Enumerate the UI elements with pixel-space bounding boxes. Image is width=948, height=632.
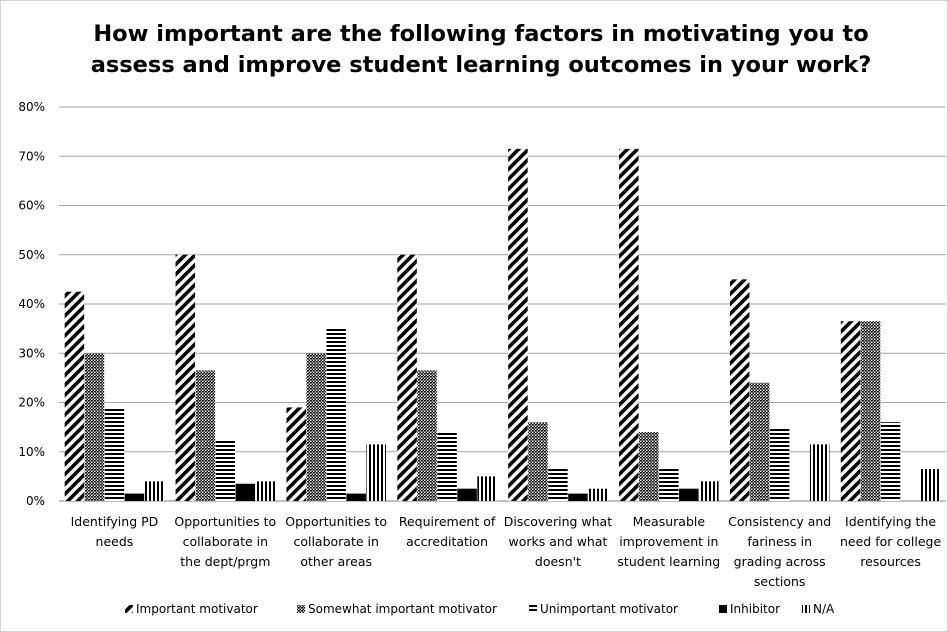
x-category-label: Measurable improvement in student learning: [617, 514, 720, 569]
legend-swatch: [297, 605, 305, 613]
legend-swatch: [125, 605, 133, 613]
bar: [568, 493, 588, 501]
bar: [175, 254, 196, 501]
bar: [769, 427, 790, 501]
bar: [346, 493, 366, 501]
bar: [326, 328, 346, 501]
bar: [477, 476, 497, 501]
y-tick-label: 40%: [18, 297, 45, 311]
x-category-label: Opportunities to collaborate in the dept/p…: [174, 514, 276, 569]
bar: [840, 321, 861, 501]
legend-label: Inhibitor: [730, 602, 780, 616]
bar: [588, 488, 608, 501]
bar: [548, 468, 568, 501]
bar: [255, 481, 276, 501]
x-axis-categories: Identifying PD needs Opportunities to colla…: [71, 514, 942, 589]
bar: [528, 422, 548, 501]
y-tick-label: 10%: [18, 445, 45, 459]
bar: [235, 483, 256, 501]
x-category-label: Consistency and fariness in grading across…: [728, 514, 831, 589]
x-category-label: Identifying the need for college resources: [840, 514, 941, 569]
bar: [144, 481, 165, 501]
bar: [306, 353, 326, 501]
bar: [417, 370, 437, 501]
x-category-label: Identifying PD needs: [71, 514, 159, 549]
y-tick-label: 20%: [18, 396, 45, 410]
bar: [397, 254, 417, 501]
x-category-label: Opportunities to collaborate in other area…: [285, 514, 387, 569]
x-category-label: Requirement of accreditation: [399, 514, 496, 549]
legend-swatch: [529, 605, 537, 613]
bar: [84, 353, 105, 501]
y-tick-label: 60%: [18, 199, 45, 213]
bar: [508, 148, 528, 502]
bar: [639, 432, 659, 501]
bar: [124, 493, 145, 501]
bar: [195, 370, 216, 501]
y-tick-label: 50%: [18, 248, 45, 262]
chart-title-line-2: assess and improve student learning outc…: [90, 52, 872, 78]
y-tick-label: 80%: [18, 100, 45, 114]
bar: [437, 432, 457, 501]
bar: [880, 422, 901, 501]
bar: [366, 444, 386, 501]
y-axis-ticks: 0% 10% 20% 30% 40% 50% 60% 70% 80%: [18, 100, 45, 508]
bar: [920, 468, 941, 501]
bar: [286, 407, 306, 501]
legend-swatch: [802, 605, 810, 613]
y-tick-label: 30%: [18, 346, 45, 360]
bar: [659, 468, 679, 501]
y-tick-label: 0%: [26, 494, 45, 508]
bar: [729, 279, 750, 501]
gridlines: [59, 106, 946, 502]
legend-label: Important motivator: [136, 602, 258, 616]
chart-title: How important are the following factors …: [61, 19, 901, 81]
bar: [860, 321, 881, 501]
legend-swatch: [719, 605, 727, 613]
bar: [457, 488, 477, 501]
bar: [104, 407, 125, 501]
chart-title-line-1: How important are the following factors …: [93, 21, 869, 47]
bar: [809, 444, 830, 501]
legend-label: Unimportant motivator: [540, 602, 678, 616]
legend-label: Somewhat important motivator: [308, 602, 497, 616]
x-category-label: Discovering what works and what doesn't: [504, 514, 612, 569]
bar: [619, 148, 639, 502]
bar: [679, 488, 699, 501]
bar: [699, 481, 719, 501]
legend: Important motivator Somewhat important mo…: [125, 602, 835, 616]
bar: [64, 291, 85, 501]
bar: [749, 382, 770, 501]
y-tick-label: 70%: [18, 149, 45, 163]
bar: [215, 439, 236, 501]
legend-label: N/A: [813, 602, 835, 616]
bars: [64, 148, 941, 502]
